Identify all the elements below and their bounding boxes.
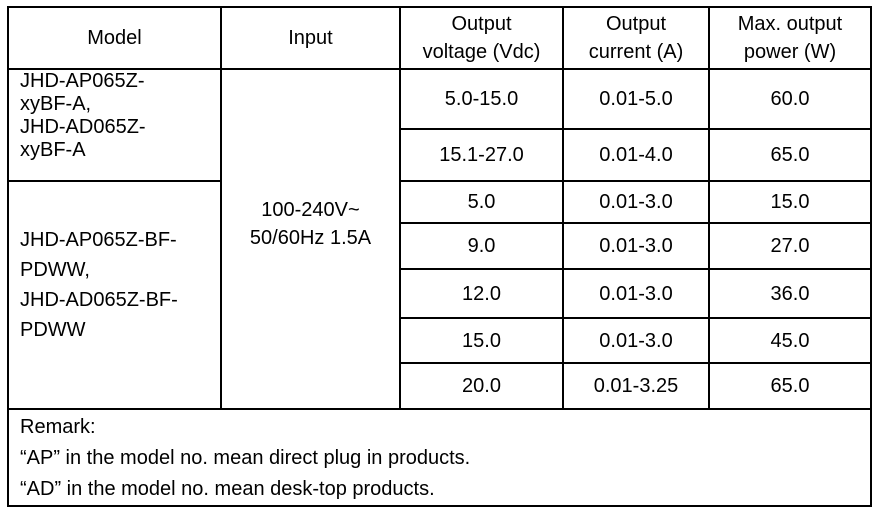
model-text: JHD-AD065Z-: [20, 116, 146, 138]
power-cell: 36.0: [708, 268, 872, 319]
header-text: power (W): [743, 41, 837, 63]
current-cell: 0.01-4.0: [562, 128, 710, 182]
table-row: 9.0 0.01-3.0 27.0: [8, 222, 872, 270]
current-cell: 0.01-3.25: [562, 362, 710, 410]
table-row: 15.1-27.0 0.01-4.0 65.0: [8, 128, 872, 182]
table-row: 15.0 0.01-3.0 45.0: [8, 317, 872, 364]
table-row: 12.0 0.01-3.0 36.0: [8, 268, 872, 319]
voltage-cell: 15.1-27.0: [399, 128, 564, 182]
remark-line: “AP” in the model no. mean direct plug i…: [20, 447, 471, 469]
model-text: xyBF-A,: [20, 93, 92, 115]
remark-row: Remark: “AP” in the model no. mean direc…: [7, 408, 872, 507]
current-cell: 0.01-3.0: [562, 180, 710, 224]
header-input: Input: [220, 6, 401, 70]
header-row: Model Input Output voltage (Vdc) Output cu…: [7, 6, 872, 70]
power-cell: 15.0: [708, 180, 872, 224]
voltage-cell: 20.0: [399, 362, 564, 410]
model-text: JHD-AP065Z-BF-: [20, 229, 177, 251]
current-cell: 0.01-3.0: [562, 317, 710, 364]
power-cell: 45.0: [708, 317, 872, 364]
header-voltage: Output voltage (Vdc): [399, 6, 564, 70]
input-text: 50/60Hz 1.5A: [249, 227, 372, 249]
remark-cell: Remark: “AP” in the model no. mean direc…: [7, 408, 872, 507]
input-cell: 100-240V~ 50/60Hz 1.5A: [220, 68, 401, 410]
power-cell: 60.0: [708, 68, 872, 130]
power-cell: 27.0: [708, 222, 872, 270]
header-text: Output: [451, 13, 512, 35]
power-cell: 65.0: [708, 128, 872, 182]
header-text: voltage (Vdc): [422, 41, 541, 63]
table-row: 20.0 0.01-3.25 65.0: [8, 362, 872, 410]
current-cell: 0.01-3.0: [562, 222, 710, 270]
model-text: xyBF-A: [20, 139, 86, 161]
remark-line: “AD” in the model no. mean desk-top prod…: [20, 478, 435, 500]
model-text: JHD-AD065Z-BF-: [20, 289, 178, 311]
input-text: 100-240V~: [261, 199, 360, 221]
current-cell: 0.01-3.0: [562, 268, 710, 319]
voltage-cell: 12.0: [399, 268, 564, 319]
header-power: Max. output power (W): [708, 6, 872, 70]
header-text: Max. output: [737, 13, 843, 35]
header-text: current (A): [588, 41, 684, 63]
model-text: PDWW: [20, 319, 86, 341]
remark-title: Remark:: [20, 416, 96, 438]
model-text: PDWW,: [20, 259, 90, 281]
current-cell: 0.01-5.0: [562, 68, 710, 130]
voltage-cell: 9.0: [399, 222, 564, 270]
header-model: Model: [7, 6, 222, 70]
voltage-cell: 5.0: [399, 180, 564, 224]
model-text: JHD-AP065Z-: [20, 70, 145, 92]
power-cell: 65.0: [708, 362, 872, 410]
voltage-cell: 5.0-15.0: [399, 68, 564, 130]
model-cell: JHD-AP065Z-BF- PDWW, JHD-AD065Z-BF- PDWW: [7, 180, 222, 410]
header-current: Output current (A): [562, 6, 710, 70]
power-spec-table: Model Input Output voltage (Vdc) Output cu…: [7, 6, 872, 507]
header-text: Output: [605, 13, 667, 35]
table-row: JHD-AP065Z-BF- PDWW, JHD-AD065Z-BF- PDWW…: [7, 180, 872, 410]
voltage-cell: 15.0: [399, 317, 564, 364]
table-row: JHD-AP065Z- xyBF-A, JHD-AD065Z- xyBF-A 1…: [7, 68, 872, 410]
model-cell: JHD-AP065Z- xyBF-A, JHD-AD065Z- xyBF-A: [7, 68, 222, 182]
